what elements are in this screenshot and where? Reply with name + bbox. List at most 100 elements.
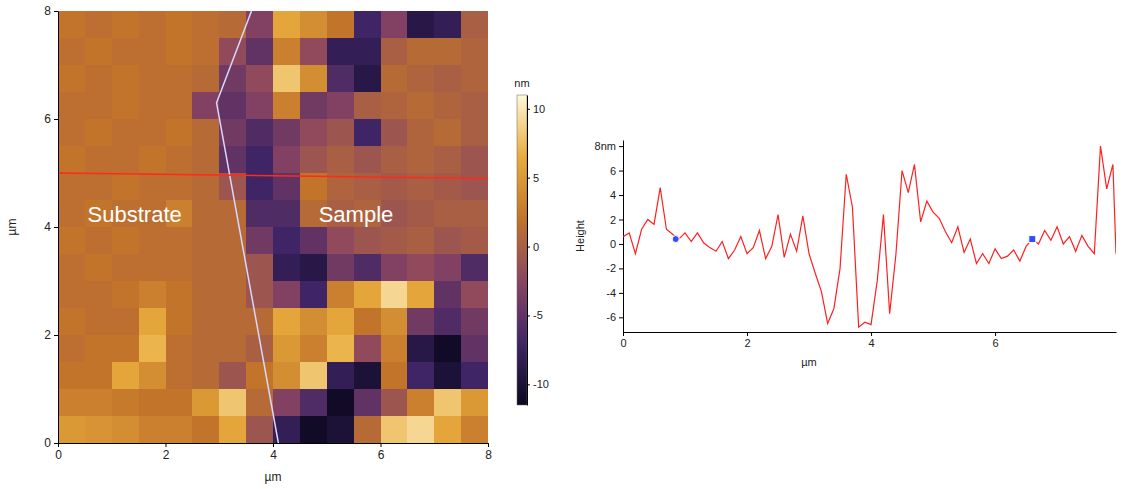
height-cell <box>192 389 219 417</box>
height-cell <box>112 308 139 336</box>
height-cell <box>381 389 408 417</box>
height-cell <box>139 308 166 336</box>
profile-y-axis-tick: 0 <box>610 238 623 250</box>
figure: SubstrateSample0246802468µmµm1050-5-10nm… <box>0 0 1124 489</box>
height-cell <box>434 362 461 390</box>
height-cell <box>300 416 327 443</box>
height-cell <box>85 92 112 120</box>
height-cell <box>434 335 461 363</box>
height-cell <box>381 92 408 120</box>
height-cell <box>327 92 354 120</box>
profile-x-axis-tick-mark <box>747 332 748 336</box>
height-cell <box>300 362 327 390</box>
height-cell <box>381 362 408 390</box>
height-cell <box>461 335 488 363</box>
height-cell <box>461 119 488 147</box>
boundary-line <box>217 11 279 443</box>
height-cell <box>219 362 246 390</box>
height-cell <box>407 38 434 66</box>
height-cell <box>407 389 434 417</box>
height-cell <box>166 281 193 309</box>
height-cell <box>246 362 273 390</box>
height-cell <box>58 362 85 390</box>
height-cell <box>407 308 434 336</box>
height-cell <box>219 227 246 255</box>
height-cell <box>139 119 166 147</box>
profile-x-axis-tick-label: 0 <box>620 337 626 349</box>
height-cell <box>58 308 85 336</box>
height-cell <box>354 308 381 336</box>
height-cell <box>407 362 434 390</box>
height-cell <box>327 254 354 282</box>
profile-x-axis-tick: 0 <box>620 332 626 349</box>
height-cell <box>300 227 327 255</box>
height-cell <box>58 281 85 309</box>
image-y-title: µm <box>5 219 19 236</box>
image-y-axis-tick: 0 <box>44 436 58 450</box>
height-cell <box>166 38 193 66</box>
height-cell <box>166 389 193 417</box>
height-cell <box>461 11 488 39</box>
height-cell <box>112 389 139 417</box>
height-cell <box>354 281 381 309</box>
height-cell <box>139 173 166 201</box>
height-cell <box>166 227 193 255</box>
height-cell <box>381 119 408 147</box>
height-cell <box>166 173 193 201</box>
height-cell <box>219 254 246 282</box>
profile-y-axis-tick-label: 2 <box>610 214 616 226</box>
height-cell <box>219 281 246 309</box>
height-cell <box>354 11 381 39</box>
profile-x-axis-tick: 2 <box>744 332 750 349</box>
height-cell <box>327 11 354 39</box>
height-cell <box>112 362 139 390</box>
height-cell <box>246 119 273 147</box>
height-cell <box>273 119 300 147</box>
image-y-axis-tick-mark <box>54 227 58 228</box>
height-cell <box>166 65 193 93</box>
height-cell <box>461 227 488 255</box>
height-cell <box>273 92 300 120</box>
height-cell <box>461 92 488 120</box>
height-cell <box>273 389 300 417</box>
colorbar-axis-tick: 0 <box>527 241 539 253</box>
profile-y-axis-tick: 2 <box>610 214 623 226</box>
height-cell <box>273 200 300 228</box>
height-cell <box>192 281 219 309</box>
profile-y-axis-tick-mark <box>619 195 623 196</box>
height-cell <box>354 119 381 147</box>
height-cell <box>381 254 408 282</box>
profile-y-axis-tick: -4 <box>606 287 623 299</box>
height-cell <box>192 11 219 39</box>
image-x-axis-tick: 2 <box>163 443 170 462</box>
height-cell <box>58 92 85 120</box>
height-cell <box>300 11 327 39</box>
image-x-axis-tick-mark <box>381 443 382 447</box>
height-cell <box>58 119 85 147</box>
profile-y-axis-tick: 8nm <box>595 140 623 152</box>
profile-y-axis-tick-mark <box>619 146 623 147</box>
height-cell <box>192 65 219 93</box>
height-cell <box>354 65 381 93</box>
image-y-axis-tick-label: 6 <box>44 112 51 126</box>
profile-y-axis-tick-mark <box>619 219 623 220</box>
profile-x-title: µm <box>801 356 817 368</box>
height-cell <box>192 200 219 228</box>
height-cell <box>139 254 166 282</box>
height-cell <box>434 11 461 39</box>
height-cell <box>85 146 112 174</box>
colorbar-axis-tick: -10 <box>527 378 549 390</box>
cursor <box>672 236 679 243</box>
height-cell <box>434 119 461 147</box>
height-cell <box>192 254 219 282</box>
height-cell <box>166 254 193 282</box>
height-cell <box>112 65 139 93</box>
profile-y-axis-tick-label: -2 <box>606 262 616 274</box>
profile-x-axis-tick-label: 6 <box>993 337 999 349</box>
height-cell <box>327 38 354 66</box>
height-cell <box>273 38 300 66</box>
height-cell <box>139 38 166 66</box>
height-cell <box>354 416 381 443</box>
height-cell <box>166 308 193 336</box>
height-cell <box>58 11 85 39</box>
